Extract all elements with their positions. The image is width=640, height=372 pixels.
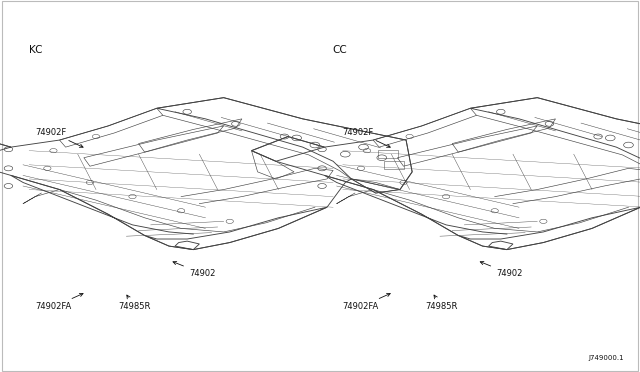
Text: 74902F: 74902F	[342, 128, 390, 147]
Text: 74985R: 74985R	[426, 295, 458, 311]
Text: J749000.1: J749000.1	[588, 355, 624, 361]
Text: KC: KC	[29, 45, 42, 55]
Text: 74902FA: 74902FA	[342, 294, 390, 311]
Text: 74902FA: 74902FA	[35, 294, 83, 311]
Text: 74985R: 74985R	[118, 295, 151, 311]
Text: 74902: 74902	[480, 262, 522, 278]
Text: 74902F: 74902F	[35, 128, 83, 147]
Text: CC: CC	[333, 45, 348, 55]
Text: 74902: 74902	[173, 262, 215, 278]
